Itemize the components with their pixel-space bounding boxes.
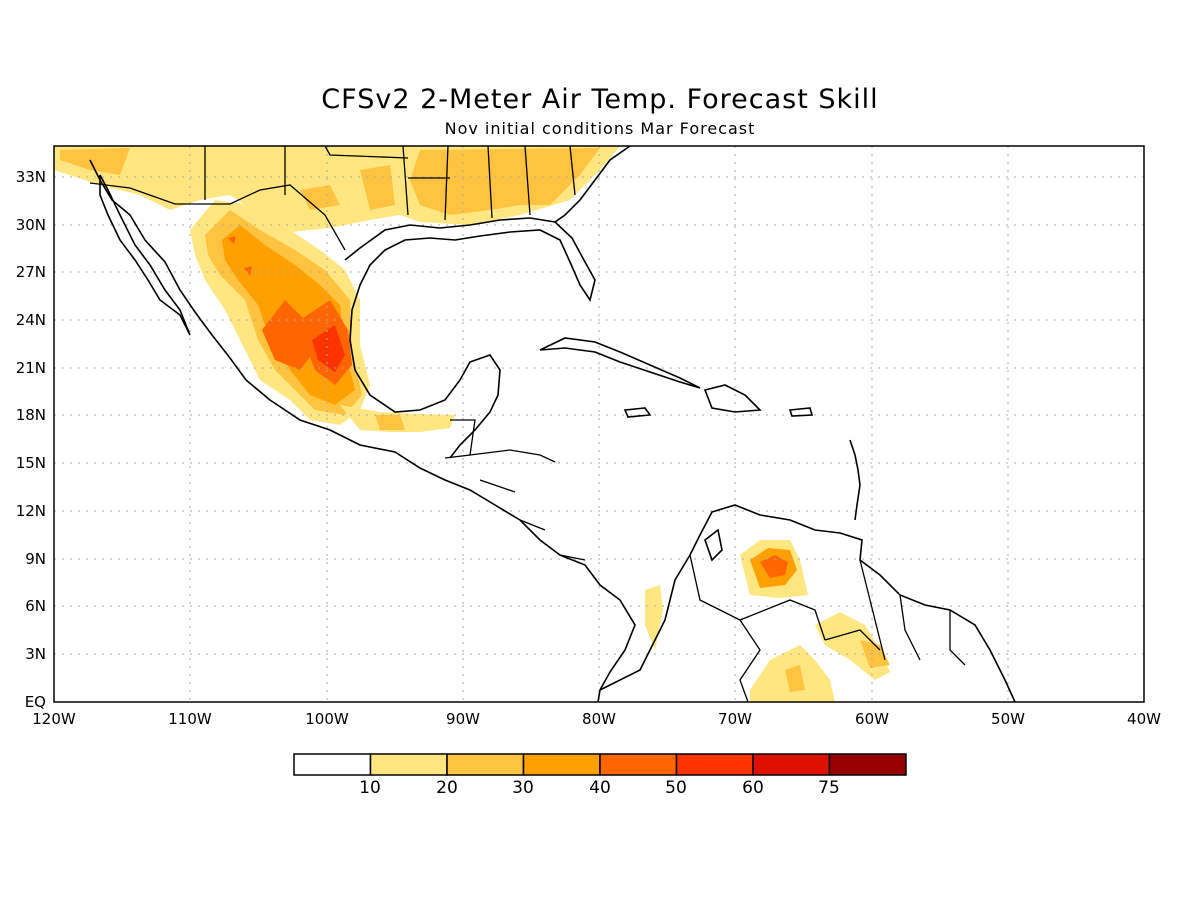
political-borders <box>89 145 966 703</box>
colorbar-swatch-1 <box>369 753 448 776</box>
lat-tick-eq: EQ <box>25 693 46 711</box>
map-plot-area <box>53 145 1145 703</box>
colorbar-swatch-6 <box>752 753 831 776</box>
lat-tick-3n: 3N <box>25 645 46 663</box>
longitude-ticks: 120W 110W 100W 90W 80W 70W 60W 50W 40W <box>32 710 1161 728</box>
colorbar-swatch-0 <box>293 753 372 776</box>
lon-tick-60w: 60W <box>855 710 889 728</box>
lat-tick-27n: 27N <box>16 263 46 281</box>
lat-tick-12n: 12N <box>16 502 46 520</box>
lon-tick-40w: 40W <box>1127 710 1161 728</box>
colorbar-swatch-5 <box>675 753 754 776</box>
lat-tick-15n: 15N <box>16 454 46 472</box>
colorbar-label-30: 30 <box>512 778 534 798</box>
lon-tick-50w: 50W <box>991 710 1025 728</box>
lon-tick-80w: 80W <box>582 710 616 728</box>
colorbar-label-10: 10 <box>359 778 381 798</box>
lon-tick-70w: 70W <box>718 710 752 728</box>
colorbar: 10 20 30 40 50 60 75 <box>293 753 907 798</box>
gridlines <box>54 146 1144 702</box>
colorbar-swatch-3 <box>522 753 601 776</box>
colorbar-label-20: 20 <box>436 778 458 798</box>
latitude-ticks: 33N 30N 27N 24N 21N 18N 15N 12N 9N 6N 3N… <box>16 168 46 711</box>
colorbar-swatch-4 <box>599 753 678 776</box>
colorbar-swatch-2 <box>446 753 525 776</box>
lon-tick-90w: 90W <box>446 710 480 728</box>
lon-tick-100w: 100W <box>305 710 349 728</box>
map-title: CFSv2 2-Meter Air Temp. Forecast Skill <box>321 84 879 115</box>
lat-tick-6n: 6N <box>25 597 46 615</box>
lat-tick-30n: 30N <box>16 216 46 234</box>
lat-tick-9n: 9N <box>25 550 46 568</box>
lat-tick-33n: 33N <box>16 168 46 186</box>
lat-tick-21n: 21N <box>16 359 46 377</box>
lon-tick-120w: 120W <box>32 710 76 728</box>
map-subtitle: Nov initial conditions Mar Forecast <box>444 119 756 138</box>
colorbar-label-60: 60 <box>742 778 764 798</box>
colorbar-swatch-7 <box>828 753 907 776</box>
lat-tick-24n: 24N <box>16 311 46 329</box>
lat-tick-18n: 18N <box>16 406 46 424</box>
skill-shading <box>54 146 890 702</box>
coastlines <box>89 145 1016 703</box>
colorbar-label-75: 75 <box>818 778 840 798</box>
colorbar-label-50: 50 <box>665 778 687 798</box>
colorbar-label-40: 40 <box>589 778 611 798</box>
lon-tick-110w: 110W <box>168 710 212 728</box>
